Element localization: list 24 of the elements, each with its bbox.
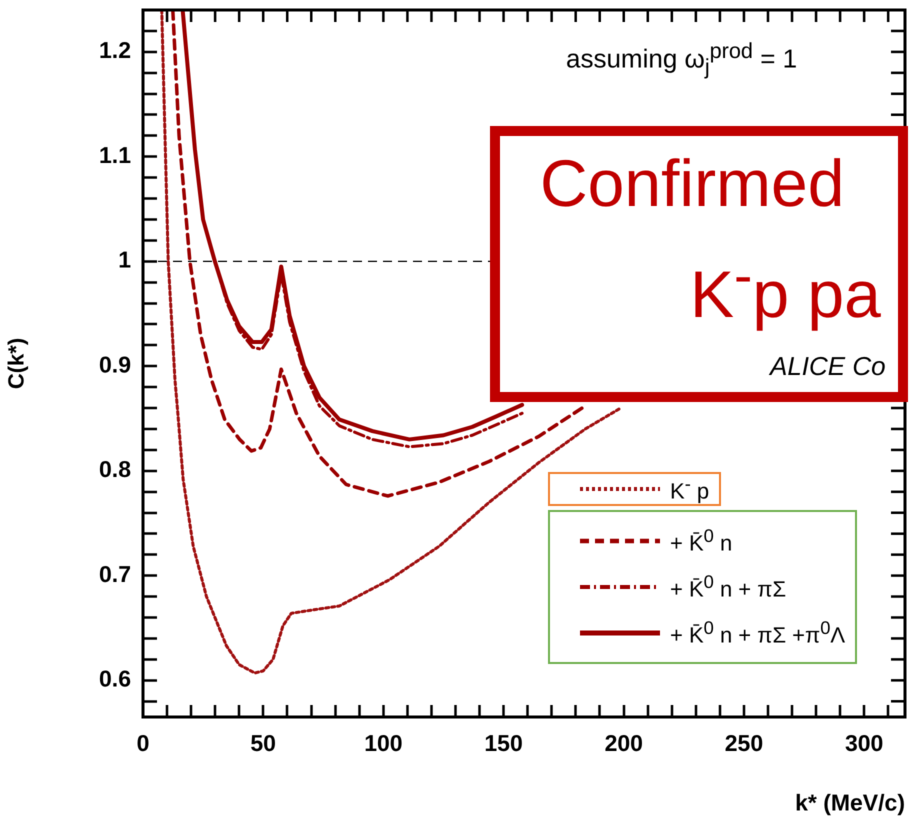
legend-label: + K̄$^{0}$ n + πΣ +π$^{0}$Λ [670, 617, 846, 649]
y-tick-label: 0.6 [99, 666, 131, 692]
x-tick-label: 150 [484, 730, 523, 756]
annotation: Confirmed [540, 146, 844, 220]
legend-label: + K̄$^{0}$ n [670, 525, 732, 557]
annotation: K$^{-}$p pa [690, 244, 881, 331]
y-axis-title: C(k*) [3, 338, 28, 390]
y-tick-label: 1.1 [99, 142, 132, 168]
x-tick-label: 100 [364, 730, 403, 756]
y-tick-label: 0.8 [99, 456, 132, 482]
x-tick-label: 200 [604, 730, 643, 756]
legend-label: K$^{-}$ p [670, 473, 710, 505]
y-tick-label: 0.9 [99, 351, 131, 378]
y-tick-label: 1.2 [99, 37, 131, 64]
x-tick-label: 50 [250, 730, 276, 756]
x-tick-label: 0 [136, 730, 150, 756]
legend-label: + K̄$^{0}$ n + πΣ [670, 571, 786, 603]
y-tick-label: 1 [118, 246, 132, 273]
x-tick-label: 250 [724, 730, 764, 756]
y-tick-label: 0.7 [99, 560, 131, 587]
x-tick-label: 300 [844, 730, 884, 756]
annotation: ALICE Co [770, 351, 886, 381]
annotation: assuming ω$_{j}$$^{prod}$ = 1 [566, 38, 798, 79]
x-axis-title: k* (MeV/c) [795, 790, 905, 816]
